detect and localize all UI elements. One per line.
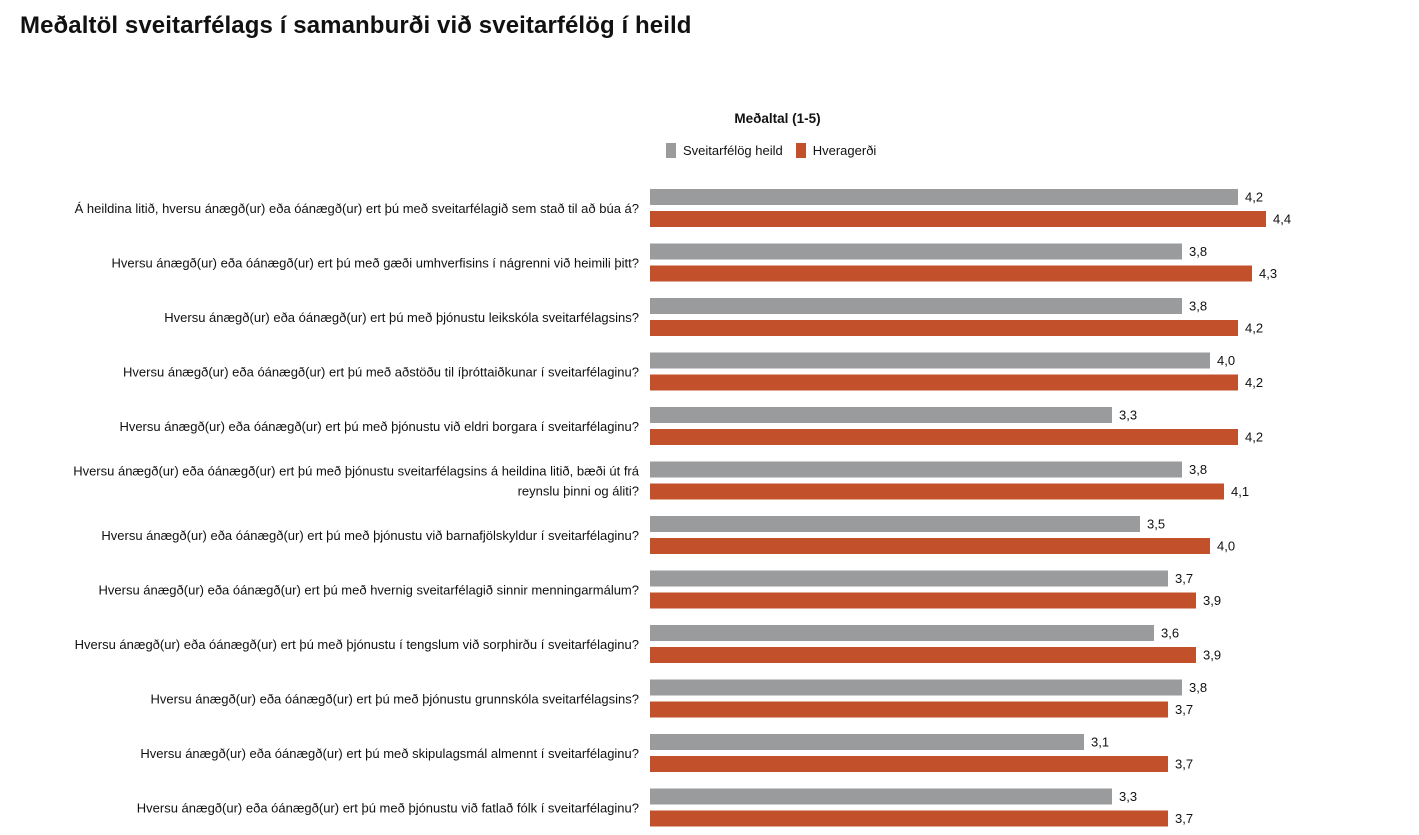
- data-label: 3,8: [1189, 298, 1207, 313]
- data-label: 3,7: [1175, 811, 1193, 826]
- bar-sveitarfelog-heild: [650, 516, 1140, 532]
- category-label: Hversu ánægð(ur) eða óánægð(ur) ert þú m…: [164, 310, 639, 325]
- data-label: 4,1: [1231, 484, 1249, 499]
- data-label: 3,9: [1203, 647, 1221, 662]
- bar-hveragerdi: [650, 592, 1196, 609]
- data-label: 4,2: [1245, 429, 1263, 444]
- data-label: 4,2: [1245, 375, 1263, 390]
- data-label: 3,3: [1119, 789, 1137, 804]
- data-label: 3,7: [1175, 571, 1193, 586]
- bar-hveragerdi: [650, 538, 1210, 554]
- legend-swatch-series-1: [666, 143, 676, 158]
- bar-hveragerdi: [650, 756, 1168, 772]
- category-label: reynslu þinni og áliti?: [518, 484, 639, 499]
- category-label: Hversu ánægð(ur) eða óánægð(ur) ert þú m…: [99, 583, 640, 598]
- data-label: 4,3: [1259, 266, 1277, 281]
- chart-legend: Sveitarfélög heild Hveragerði: [666, 143, 889, 158]
- category-label: Hversu ánægð(ur) eða óánægð(ur) ert þú m…: [119, 419, 639, 434]
- data-label: 3,8: [1189, 462, 1207, 477]
- category-label: Hversu ánægð(ur) eða óánægð(ur) ert þú m…: [151, 692, 640, 707]
- bar-hveragerdi: [650, 320, 1238, 336]
- page-title: Meðaltöl sveitarfélags í samanburði við …: [20, 12, 692, 39]
- data-label: 3,8: [1189, 244, 1207, 259]
- bar-sveitarfelog-heild: [650, 734, 1084, 750]
- data-label: 4,2: [1245, 189, 1263, 204]
- bar-sveitarfelog-heild: [650, 461, 1182, 478]
- data-label: 3,1: [1091, 734, 1109, 749]
- category-label: Á heildina litið, hversu ánægð(ur) eða ó…: [75, 201, 639, 216]
- legend-label-series-2: Hveragerði: [812, 143, 877, 158]
- bar-hveragerdi: [650, 647, 1196, 663]
- data-label: 4,2: [1245, 320, 1263, 335]
- legend-swatch-series-2: [795, 143, 806, 158]
- bar-sveitarfelog-heild: [650, 298, 1182, 314]
- category-label: Hversu ánægð(ur) eða óánægð(ur) ert þú m…: [112, 256, 639, 271]
- bar-sveitarfelog-heild: [650, 625, 1154, 641]
- legend-label-series-1: Sveitarfélög heild: [683, 143, 783, 158]
- data-label: 3,7: [1175, 702, 1193, 717]
- category-label: Hversu ánægð(ur) eða óánægð(ur) ert þú m…: [73, 464, 640, 479]
- bar-sveitarfelog-heild: [650, 407, 1112, 423]
- bar-hveragerdi: [650, 211, 1266, 227]
- category-label: Hversu ánægð(ur) eða óánægð(ur) ert þú m…: [101, 528, 639, 543]
- data-label: 4,0: [1217, 538, 1235, 553]
- bar-hveragerdi: [650, 483, 1224, 500]
- bar-sveitarfelog-heild: [650, 788, 1112, 805]
- bar-sveitarfelog-heild: [650, 679, 1182, 696]
- data-label: 3,7: [1175, 756, 1193, 771]
- category-label: Hversu ánægð(ur) eða óánægð(ur) ert þú m…: [137, 801, 639, 816]
- chart-title: Meðaltal (1-5): [734, 111, 821, 126]
- legend-item-series-1: Sveitarfélög heild: [666, 143, 783, 158]
- bar-hveragerdi: [650, 429, 1238, 445]
- data-label: 4,4: [1273, 211, 1291, 226]
- data-label: 3,6: [1161, 625, 1179, 640]
- bar-hveragerdi: [650, 374, 1238, 391]
- legend-item-series-2: Hveragerði: [795, 143, 877, 158]
- data-label: 3,3: [1119, 407, 1137, 422]
- category-label: Hversu ánægð(ur) eða óánægð(ur) ert þú m…: [140, 746, 639, 761]
- category-label: Hversu ánægð(ur) eða óánægð(ur) ert þú m…: [123, 365, 639, 380]
- bar-sveitarfelog-heild: [650, 570, 1168, 587]
- category-label: Hversu ánægð(ur) eða óánægð(ur) ert þú m…: [75, 637, 639, 652]
- bar-sveitarfelog-heild: [650, 352, 1210, 369]
- bar-hveragerdi: [650, 810, 1168, 827]
- bar-sveitarfelog-heild: [650, 243, 1182, 260]
- data-label: 3,8: [1189, 680, 1207, 695]
- data-label: 4,0: [1217, 353, 1235, 368]
- data-label: 3,5: [1147, 516, 1165, 531]
- bar-sveitarfelog-heild: [650, 189, 1238, 205]
- bar-hveragerdi: [650, 701, 1168, 718]
- bar-hveragerdi: [650, 265, 1252, 282]
- data-label: 3,9: [1203, 593, 1221, 608]
